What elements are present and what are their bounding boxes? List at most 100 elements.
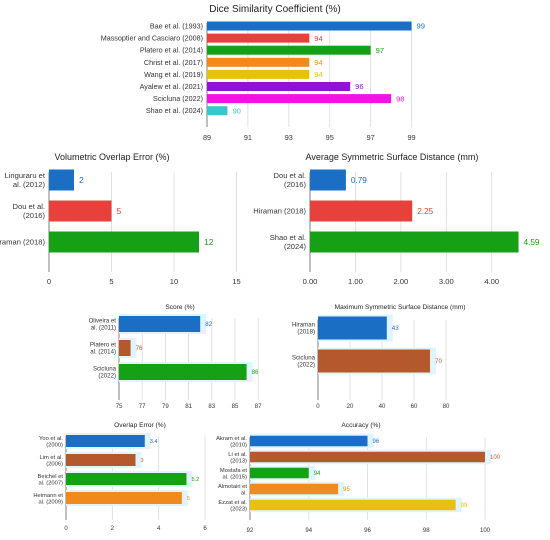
x-tick-label: 93	[285, 133, 293, 142]
x-tick-label: 40	[379, 403, 386, 410]
category-label: Scicluna (2022)	[93, 366, 117, 380]
bar	[318, 349, 430, 373]
x-tick-label: 83	[208, 403, 215, 410]
x-tick-label: 10	[170, 277, 178, 286]
x-tick-label: 98	[423, 528, 430, 534]
bar-value-label: 98	[396, 94, 404, 103]
chart-title: Score (%)	[165, 304, 194, 311]
bar-value-label: 43	[392, 325, 399, 332]
x-tick-label: 91	[244, 133, 252, 142]
x-tick-label: 2	[111, 526, 115, 532]
bar-value-label: 5	[117, 206, 122, 216]
category-label: Scicluna (2022)	[292, 355, 316, 369]
category-label: Bae et al. (1993)	[150, 22, 203, 31]
x-tick-label: 0	[316, 403, 320, 410]
bar-value-label: 94	[314, 58, 322, 67]
bar	[310, 169, 346, 191]
chart-title: Volumetric Overlap Error (%)	[54, 152, 169, 162]
bar	[318, 316, 387, 340]
bar	[207, 94, 392, 104]
category-label: Mostafa et al. (2015)	[220, 468, 247, 481]
bar-value-label: 5.2	[191, 477, 199, 483]
category-label: Wang et al. (2019)	[144, 70, 203, 79]
category-label: Hiraman (2018)	[253, 207, 306, 216]
bar	[250, 451, 485, 463]
bar	[250, 435, 368, 447]
bar-value-label: 12	[204, 237, 214, 247]
bar	[207, 106, 228, 116]
x-tick-label: 4.00	[484, 277, 499, 286]
chart-title: Overlap Error (%)	[114, 422, 166, 429]
chart-title: Accuracy (%)	[341, 422, 380, 429]
bar-value-label: 94	[314, 34, 322, 43]
category-label: Scicluna (2022)	[153, 94, 203, 103]
bar	[207, 21, 412, 31]
x-tick-label: 97	[367, 133, 375, 142]
chart-panel-5: 0 20 40 60 80 Maximum Symmetric Surface Dista…	[292, 304, 465, 410]
x-tick-label: 94	[305, 528, 312, 534]
bar-value-label: 96	[355, 82, 363, 91]
category-label: Heimann et al. (2009)	[33, 493, 63, 506]
category-label: Akram et al. (2010)	[216, 436, 247, 449]
bar	[119, 316, 201, 332]
bar	[310, 231, 519, 253]
x-tick-label: 99	[407, 133, 415, 142]
x-tick-label: 60	[411, 403, 418, 410]
x-tick-label: 79	[162, 403, 169, 410]
bar	[66, 454, 136, 466]
category-label: Almotairi et al.	[218, 484, 247, 497]
bar	[119, 340, 131, 356]
bar-value-label: 2.25	[417, 207, 433, 216]
bar	[207, 33, 310, 43]
x-tick-label: 3.00	[439, 277, 454, 286]
bar-value-label: 90	[232, 106, 240, 115]
x-tick-label: 0.00	[303, 277, 318, 286]
x-tick-label: 6	[203, 526, 207, 532]
chart-panel-1: 89 91 93 95 97 99 Dice Similarity Coefficient …	[101, 4, 425, 142]
chart-panel-3: 0.00 1.00 2.00 3.00 4.00 Average Symmetric Su…	[253, 152, 540, 286]
bar-value-label: 99	[461, 503, 468, 509]
x-tick-label: 100	[480, 528, 491, 534]
category-label: Dou et al. (2016)	[273, 171, 306, 189]
bar	[49, 169, 74, 191]
x-tick-label: 92	[247, 528, 254, 534]
chart-title: Average Symmetric Surface Distance (mm)	[306, 152, 479, 162]
bar-value-label: 3	[141, 458, 144, 464]
bar	[207, 57, 310, 67]
bar-value-label: 76	[136, 345, 143, 352]
x-tick-label: 81	[185, 403, 192, 410]
category-label: Hiraman (2018)	[292, 322, 315, 336]
x-tick-label: 96	[364, 528, 371, 534]
x-tick-label: 80	[443, 403, 450, 410]
x-tick-label: 2.00	[393, 277, 408, 286]
bar	[250, 483, 339, 495]
bar-value-label: 94	[314, 471, 321, 477]
chart-title: Dice Similarity Coefficient (%)	[209, 4, 341, 15]
chart-title: Maximum Symmetric Surface Distance (mm)	[335, 304, 466, 311]
category-label: Platero et al. (2014)	[90, 342, 116, 356]
category-label: Ezzat et al. (2023)	[218, 500, 247, 513]
x-tick-label: 77	[139, 403, 146, 410]
bar	[207, 69, 310, 79]
bar-value-label: 0.79	[351, 176, 367, 185]
bar	[310, 200, 413, 222]
category-label: Linguraru et al. (2012)	[4, 171, 45, 189]
x-tick-label: 85	[232, 403, 239, 410]
bar-value-label: 94	[314, 70, 322, 79]
bar-value-label: 2	[79, 175, 84, 185]
category-label: Shao et al. (2024)	[146, 106, 203, 115]
bar-value-label: 5	[187, 496, 190, 502]
bar	[66, 473, 187, 485]
category-label: Oliveira et al. (2011)	[89, 318, 117, 332]
bar-value-label: 95	[343, 487, 350, 493]
category-label: Li et al. (2013)	[228, 452, 247, 465]
category-label: Dou et al. (2016)	[12, 202, 45, 220]
bar	[250, 467, 309, 479]
x-tick-label: 4	[157, 526, 161, 532]
category-label: Christ et al. (2017)	[144, 58, 203, 67]
category-label: Ayalew et al. (2021)	[140, 82, 203, 91]
category-label: Lim et al. (2006)	[39, 455, 63, 468]
chart-panel-4: 75 77 79 81 83 85 87 Score (%) 82 Oliveira et al. …	[89, 304, 263, 410]
bar	[66, 492, 182, 504]
